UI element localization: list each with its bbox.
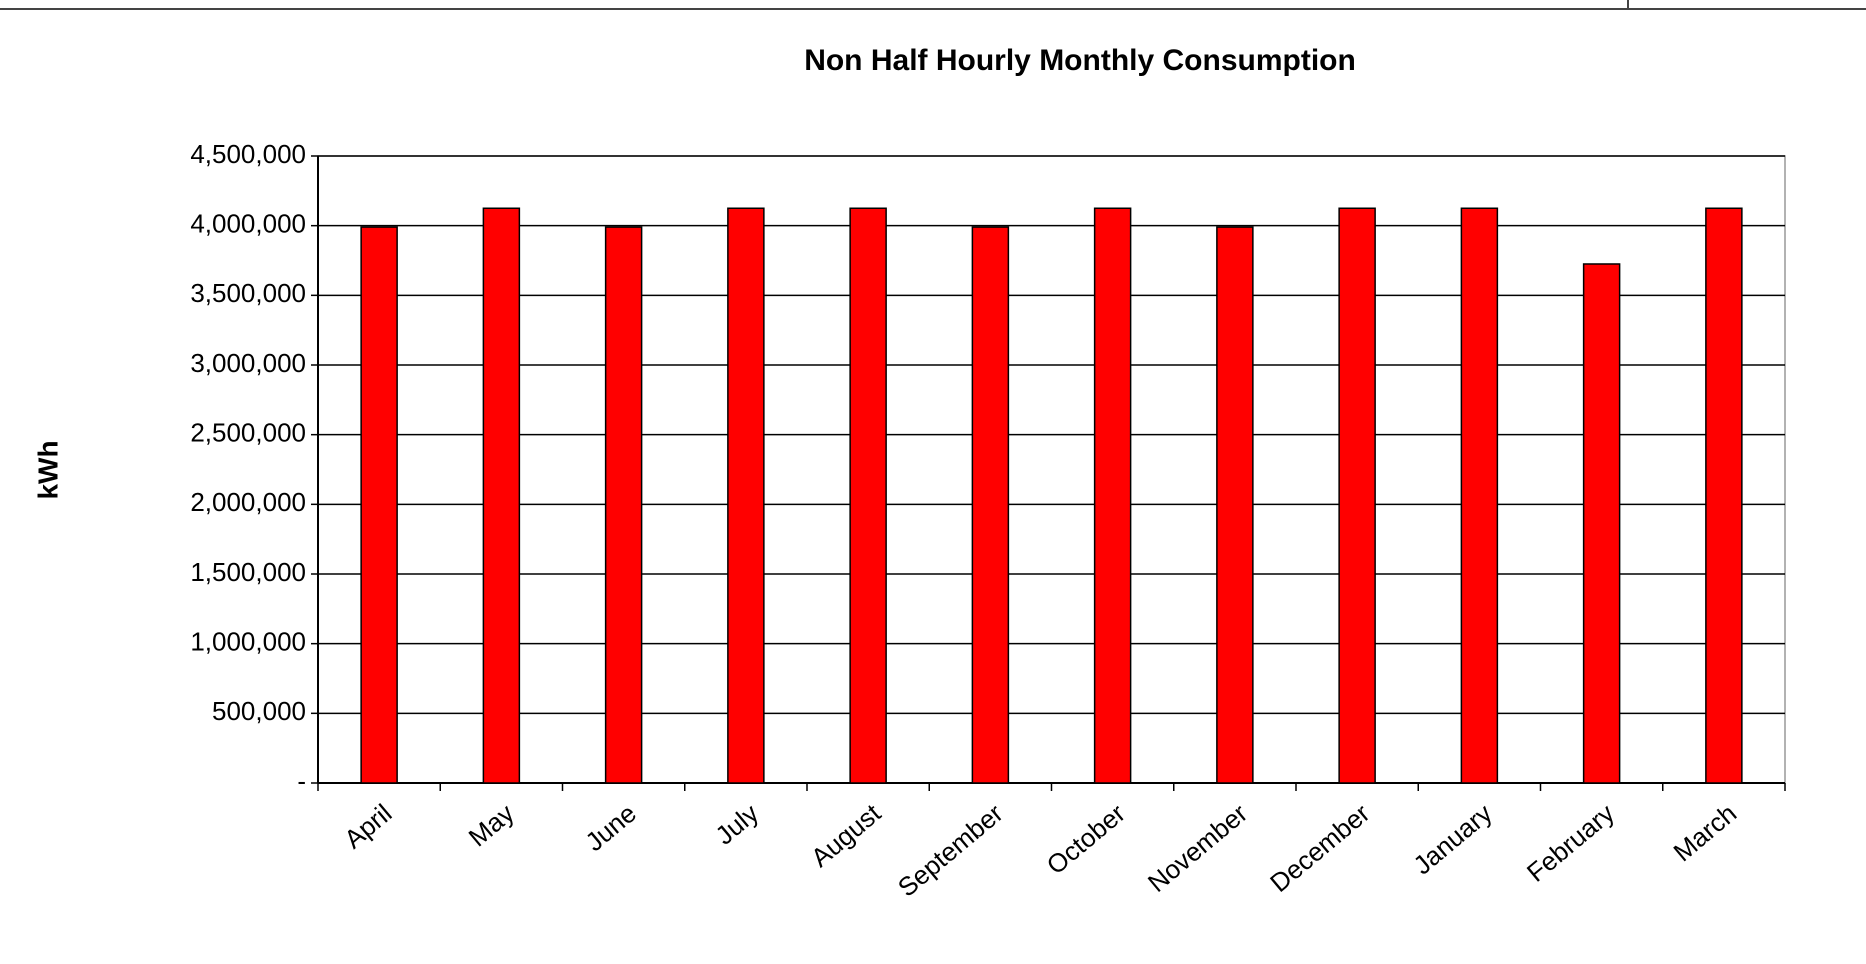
y-tick-label: 4,000,000 — [190, 209, 306, 239]
bar — [1705, 207, 1743, 784]
bar — [849, 207, 887, 784]
y-tick-label: 500,000 — [212, 696, 306, 726]
bar — [971, 226, 1010, 784]
y-tick-label: 2,500,000 — [190, 418, 306, 448]
x-tick-label: June — [579, 798, 641, 857]
bar — [1216, 226, 1254, 784]
bar — [1460, 207, 1499, 784]
y-tick-label: 2,000,000 — [190, 487, 306, 517]
x-tick-label: March — [1668, 798, 1743, 867]
y-tick-label: 3,500,000 — [190, 278, 306, 308]
x-tick-label: September — [892, 798, 1009, 903]
x-tick-label: January — [1408, 798, 1498, 880]
bar — [727, 207, 765, 784]
y-axis-label: kWh — [32, 440, 63, 499]
plot-frame — [317, 155, 1786, 784]
y-tick-label: 4,500,000 — [190, 139, 306, 169]
chart-title: Non Half Hourly Monthly Consumption — [804, 44, 1356, 77]
bar — [360, 226, 398, 784]
x-tick-label: November — [1142, 798, 1253, 898]
x-tick-label: August — [805, 797, 887, 873]
bar — [604, 226, 643, 784]
bar — [1093, 207, 1132, 784]
x-tick-label: July — [709, 798, 764, 851]
x-tick-label: May — [463, 798, 520, 853]
y-tick-label: - — [297, 766, 306, 796]
x-tick-label: October — [1041, 798, 1131, 881]
bar — [1338, 207, 1376, 784]
y-tick-label: 3,000,000 — [190, 348, 306, 378]
bar — [482, 207, 521, 784]
x-tick-label: February — [1521, 798, 1620, 888]
bar — [1582, 263, 1621, 784]
y-tick-label: 1,500,000 — [190, 557, 306, 587]
x-tick-label: December — [1264, 798, 1375, 898]
x-tick-label: April — [338, 798, 397, 854]
y-tick-label: 1,000,000 — [190, 627, 306, 657]
